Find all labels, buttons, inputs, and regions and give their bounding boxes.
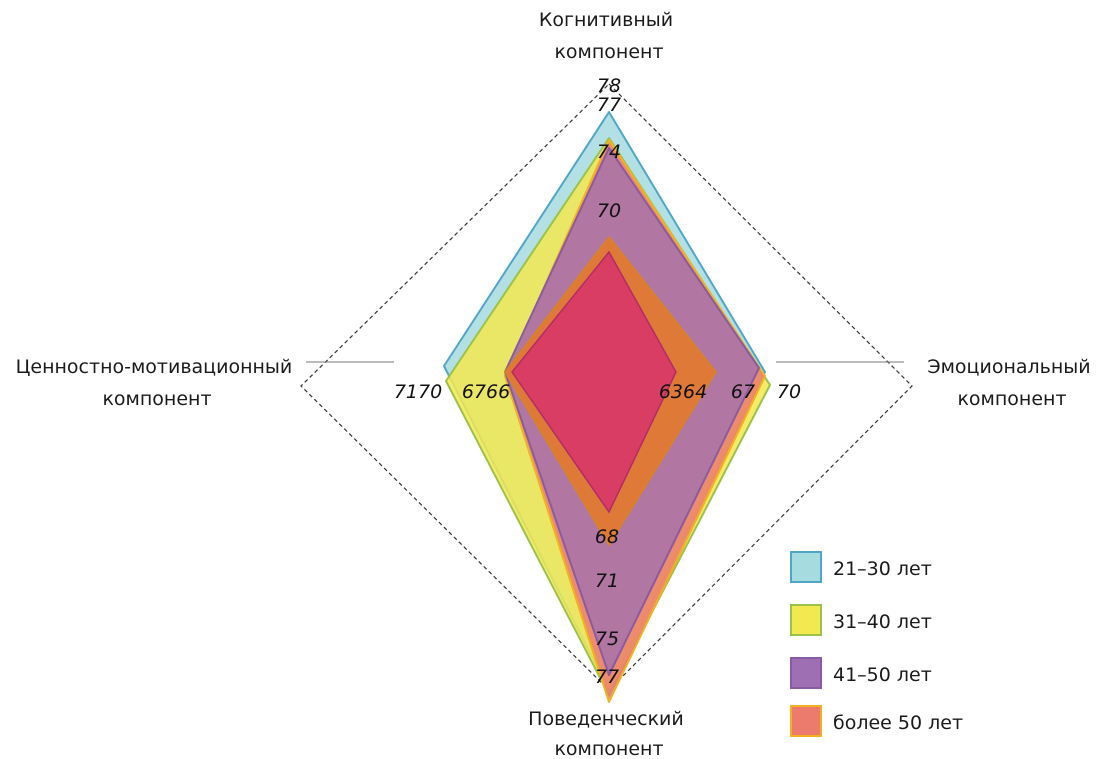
value-label-left-1: 6766	[462, 381, 510, 403]
axis-title-bottom: Поведенческий компонент	[528, 708, 690, 759]
value-label-right-1: 67	[731, 381, 755, 403]
legend: 21–30 лет 31–40 лет 41–50 лет более 50 л…	[790, 551, 963, 737]
value-label-bottom-2: 75	[595, 628, 619, 650]
inner-highlight-polygons	[504, 235, 717, 547]
legend-swatch-41-50	[790, 657, 822, 689]
legend-item-41-50[interactable]: 41–50 лет	[790, 657, 932, 689]
legend-swatch-31-40	[790, 604, 822, 636]
legend-swatch-21-30	[790, 551, 822, 583]
legend-label-50-plus: более 50 лет	[833, 712, 963, 734]
value-label-top-1: 77	[597, 94, 621, 116]
value-label-top-0: 78	[597, 75, 621, 97]
legend-item-31-40[interactable]: 31–40 лет	[790, 604, 932, 636]
axis-title-top: Когнитивный компонент	[539, 9, 679, 63]
legend-item-21-30[interactable]: 21–30 лет	[790, 551, 932, 583]
value-label-right-0: 6364	[659, 381, 707, 403]
value-label-left-0: 7170	[394, 381, 442, 403]
legend-label-31-40: 31–40 лет	[833, 611, 932, 633]
value-label-top-3: 70	[597, 200, 621, 222]
legend-item-50-plus[interactable]: более 50 лет	[790, 705, 963, 737]
legend-label-21-30: 21–30 лет	[833, 558, 932, 580]
legend-swatch-50-plus	[790, 705, 822, 737]
axis-title-right: Эмоциональный компонент	[927, 356, 1096, 410]
axis-title-left: Ценностно-мотивационный компонент	[16, 356, 299, 410]
legend-label-41-50: 41–50 лет	[833, 664, 932, 686]
value-label-top-2: 74	[597, 141, 621, 163]
value-label-right-2: 70	[777, 381, 801, 403]
value-label-bottom-3: 77	[595, 666, 619, 688]
value-label-bottom-1: 71	[595, 570, 619, 592]
inner-crimson-polygon	[511, 250, 677, 514]
value-label-bottom-0: 68	[595, 526, 619, 548]
